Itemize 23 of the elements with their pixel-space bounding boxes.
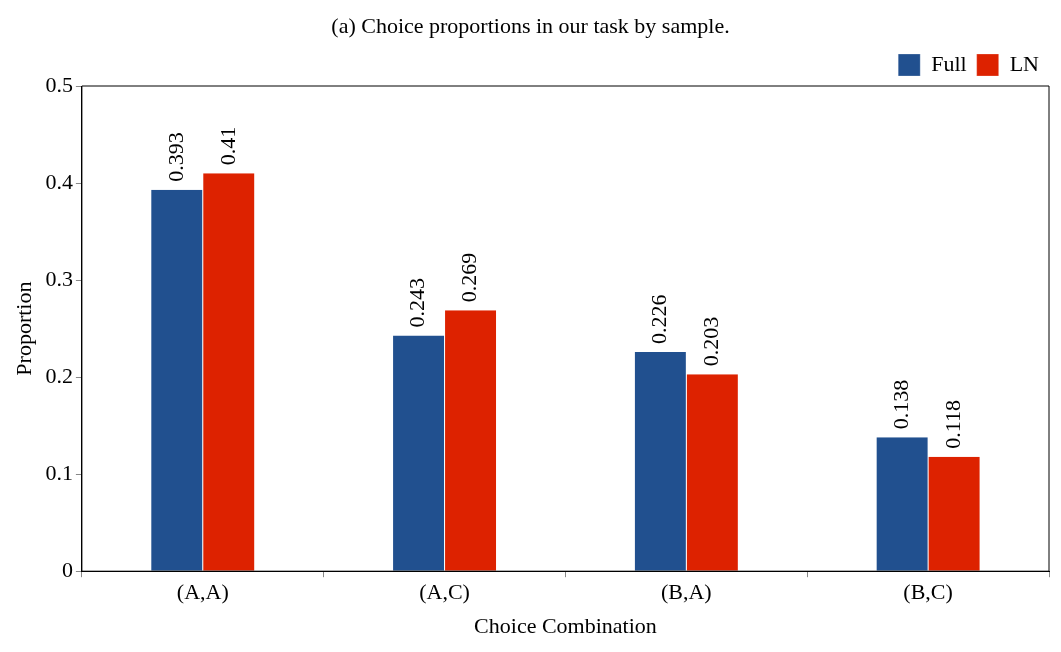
y-axis-title: Proportion <box>10 281 36 376</box>
x-tick-label: (A,A) <box>176 579 229 605</box>
legend-label: Full <box>931 50 967 76</box>
y-tick-label: 0.4 <box>45 168 73 194</box>
data-label: 0.243 <box>404 277 430 328</box>
data-label: 0.226 <box>646 294 672 344</box>
chart-title: (a) Choice proportions in our task by sample. <box>330 12 731 40</box>
x-axis-title: Choice Combination <box>474 612 657 638</box>
y-tick-label: 0.3 <box>45 265 73 291</box>
data-label: 0.393 <box>162 132 188 182</box>
y-tick-label: 0.5 <box>45 71 73 97</box>
data-label: 0.118 <box>939 400 965 449</box>
x-tick-label: (B,C) <box>903 579 953 605</box>
x-tick-label: (A,C) <box>419 579 470 605</box>
data-label: 0.41 <box>214 126 240 166</box>
legend-label: LN <box>1009 50 1040 76</box>
y-tick-label: 0.1 <box>45 459 73 485</box>
data-label: 0.269 <box>456 252 482 303</box>
data-label: 0.138 <box>887 379 913 430</box>
y-tick-label: 0 <box>61 556 73 582</box>
x-tick-label: (B,A) <box>660 579 712 605</box>
y-tick-label: 0.2 <box>45 362 73 388</box>
data-label: 0.203 <box>698 316 724 367</box>
